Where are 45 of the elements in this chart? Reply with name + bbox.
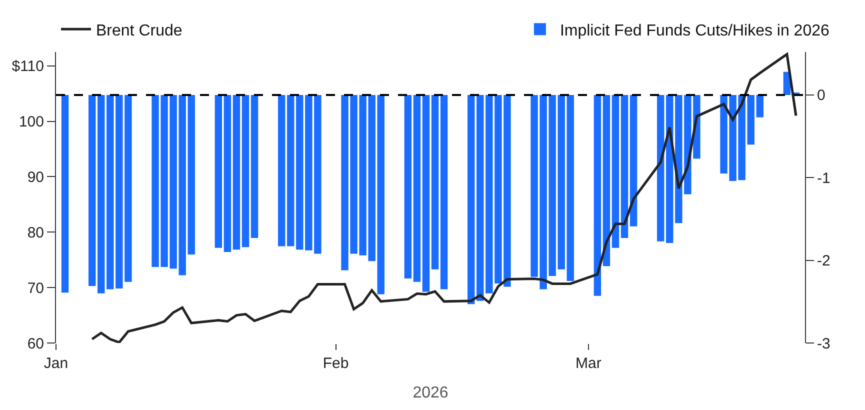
x-tick-label: Jan: [44, 355, 68, 372]
bar: [440, 94, 448, 290]
bar: [468, 94, 475, 304]
line-series: [90, 52, 798, 343]
y-tick-label: 80: [27, 224, 44, 242]
bar: [620, 94, 628, 238]
x-tick-label: Feb: [322, 355, 349, 372]
bar: [630, 94, 638, 226]
bar: [242, 94, 250, 248]
y-tick-label: 90: [27, 168, 44, 186]
bar: [657, 94, 664, 242]
bar: [756, 94, 764, 118]
bar: [594, 94, 602, 296]
bar: [377, 94, 384, 294]
bar: [602, 94, 610, 266]
x-axis-title: 2026: [412, 384, 448, 402]
bar: [422, 94, 430, 292]
bar: [61, 94, 69, 293]
y-tick-label: 100: [18, 114, 44, 131]
bar: [232, 94, 240, 250]
bar: [98, 94, 105, 294]
y-tick-label: 60: [27, 335, 44, 352]
legend-label: Implicit Fed Funds Cuts/Hikes in 2026: [560, 22, 830, 40]
bar: [747, 94, 754, 145]
y-tick-label: 70: [27, 280, 44, 297]
bar: [88, 94, 96, 286]
bar: [287, 94, 294, 246]
bar: [214, 94, 222, 248]
y2-tick-label: 0: [817, 87, 826, 104]
bar: [431, 94, 439, 270]
bar: [224, 94, 232, 252]
y2-tick-label: -2: [817, 252, 830, 270]
bar: [476, 94, 484, 301]
legend-label: Brent Crude: [96, 22, 182, 40]
y-tick-label: $110: [12, 58, 44, 76]
x-tick-label: Mar: [576, 355, 602, 372]
y2-tick-label: -1: [817, 170, 830, 187]
bar: [188, 94, 195, 255]
bar: [612, 94, 620, 248]
bar: [566, 94, 574, 281]
bar: [250, 94, 258, 238]
bar: [413, 94, 421, 282]
bar: [404, 94, 412, 279]
bar: [278, 94, 286, 246]
y2-tick-label: -3: [817, 335, 830, 352]
